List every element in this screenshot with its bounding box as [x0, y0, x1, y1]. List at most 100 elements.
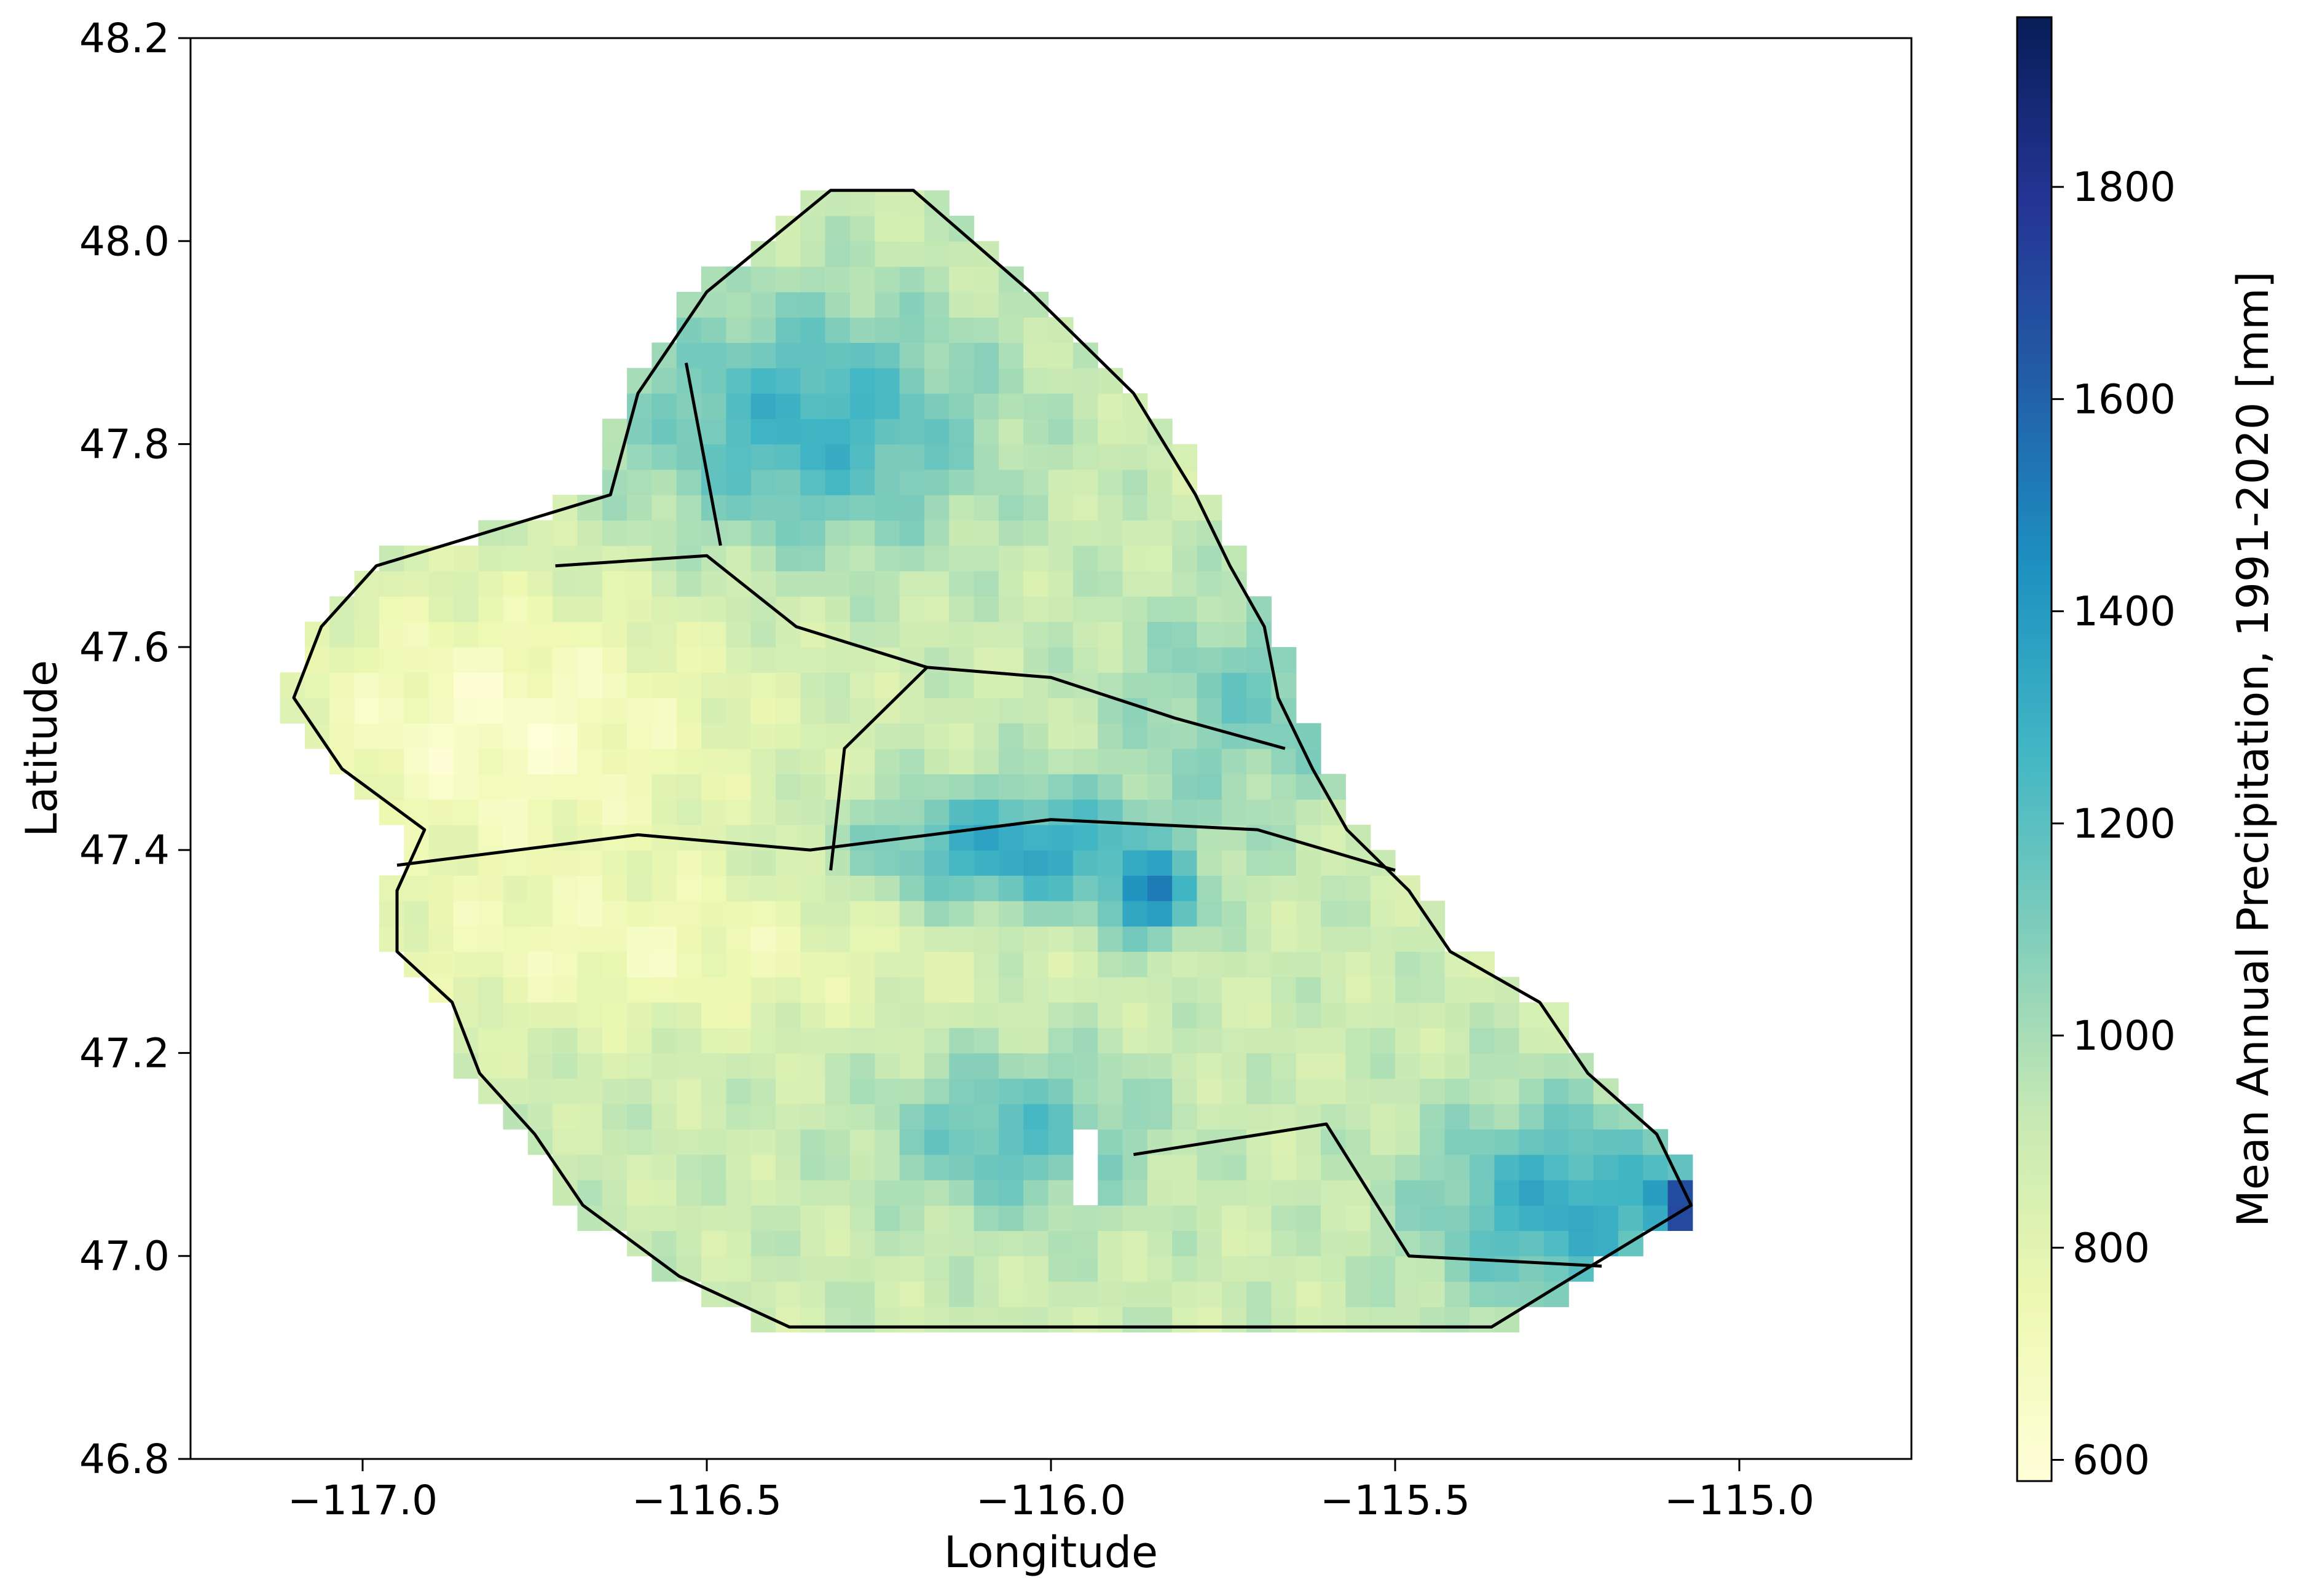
grid-cell — [1246, 1154, 1272, 1181]
grid-cell — [453, 545, 479, 572]
grid-cell — [676, 774, 702, 800]
grid-cell — [776, 774, 801, 800]
grid-cell — [651, 900, 677, 927]
grid-cell — [602, 799, 628, 825]
grid-cell — [1345, 1256, 1371, 1282]
grid-cell — [1470, 1281, 1495, 1307]
grid-cell — [974, 977, 999, 1003]
grid-cell — [949, 469, 975, 495]
grid-cell — [676, 571, 702, 597]
x-tick-label: −117.0 — [288, 1477, 438, 1524]
map-axes: −117.0 −116.5 −116.0 −115.5 −115.0 46.847.04… — [17, 15, 1913, 1578]
grid-cell — [1395, 900, 1420, 927]
grid-cell — [1048, 774, 1074, 800]
grid-cell — [899, 291, 925, 318]
grid-cell — [1246, 799, 1272, 825]
grid-cell — [1023, 698, 1049, 724]
grid-cell — [924, 1078, 950, 1104]
grid-cell — [1048, 850, 1074, 876]
grid-cell — [1543, 1129, 1569, 1155]
grid-cell — [974, 1154, 999, 1181]
grid-cell — [1023, 774, 1049, 800]
grid-cell — [1221, 1281, 1247, 1307]
grid-cell — [404, 749, 430, 774]
grid-cell — [949, 1104, 975, 1130]
grid-cell — [1147, 774, 1173, 800]
grid-cell — [776, 342, 801, 369]
grid-cell — [1321, 1281, 1346, 1307]
grid-cell — [899, 241, 925, 267]
grid-cell — [875, 495, 900, 521]
grid-cell — [379, 596, 404, 623]
grid-cell — [428, 723, 454, 749]
grid-cell — [800, 723, 826, 749]
grid-cell — [998, 571, 1024, 597]
grid-cell — [1072, 469, 1098, 495]
grid-cell — [1122, 495, 1148, 521]
grid-cell — [627, 951, 652, 978]
grid-cell — [875, 900, 900, 927]
grid-cell — [701, 951, 726, 978]
grid-cell — [924, 926, 950, 952]
grid-cell — [1444, 1154, 1470, 1181]
grid-cell — [1519, 1129, 1544, 1155]
grid-cell — [850, 1281, 875, 1307]
grid-cell — [1098, 571, 1123, 597]
grid-cell — [1147, 647, 1173, 673]
grid-cell — [1643, 1179, 1669, 1206]
grid-cell — [1568, 1205, 1594, 1231]
grid-cell — [998, 1053, 1024, 1079]
grid-cell — [651, 520, 677, 546]
grid-cell — [899, 1179, 925, 1206]
grid-cell — [627, 596, 652, 623]
grid-cell — [1593, 1129, 1619, 1155]
grid-cell — [1296, 900, 1321, 927]
grid-cell — [1098, 1179, 1123, 1206]
grid-cell — [726, 1028, 752, 1053]
grid-cell — [875, 266, 900, 293]
grid-cell — [800, 1256, 826, 1282]
grid-cell — [750, 723, 776, 749]
grid-cell — [1072, 621, 1098, 648]
grid-cell — [1543, 1104, 1569, 1130]
grid-cell — [1420, 1104, 1446, 1130]
grid-cell — [726, 1154, 752, 1181]
grid-cell — [726, 1230, 752, 1257]
grid-cell — [850, 216, 875, 242]
grid-cell — [1098, 1129, 1123, 1155]
grid-cell — [875, 1281, 900, 1307]
grid-cell — [949, 520, 975, 546]
grid-cell — [1246, 1053, 1272, 1079]
grid-cell — [726, 1256, 752, 1282]
grid-cell — [949, 1281, 975, 1307]
grid-cell — [800, 824, 826, 851]
grid-cell — [627, 444, 652, 470]
grid-cell — [1420, 1129, 1446, 1155]
grid-cell — [875, 1256, 900, 1282]
grid-cell — [1048, 749, 1074, 774]
grid-cell — [998, 520, 1024, 546]
grid-cell — [949, 977, 975, 1003]
grid-cell — [726, 1205, 752, 1231]
grid-cell — [503, 951, 529, 978]
grid-cell — [1470, 1104, 1495, 1130]
grid-cell — [1345, 1281, 1371, 1307]
colorbar-tick-label: 1600 — [2072, 375, 2176, 423]
grid-cell — [1122, 875, 1148, 902]
grid-cell — [850, 469, 875, 495]
grid-cell — [527, 1053, 553, 1079]
grid-cell — [899, 444, 925, 470]
grid-cell — [825, 596, 851, 623]
grid-cell — [924, 1307, 950, 1333]
grid-cell — [998, 749, 1024, 774]
grid-cell — [949, 850, 975, 876]
grid-cell — [1197, 1154, 1222, 1181]
grid-cell — [726, 951, 752, 978]
grid-cell — [776, 1104, 801, 1130]
grid-cell — [924, 723, 950, 749]
grid-cell — [503, 1078, 529, 1104]
grid-cell — [627, 621, 652, 648]
grid-cell — [602, 875, 628, 902]
grid-cell — [602, 900, 628, 927]
grid-cell — [800, 774, 826, 800]
